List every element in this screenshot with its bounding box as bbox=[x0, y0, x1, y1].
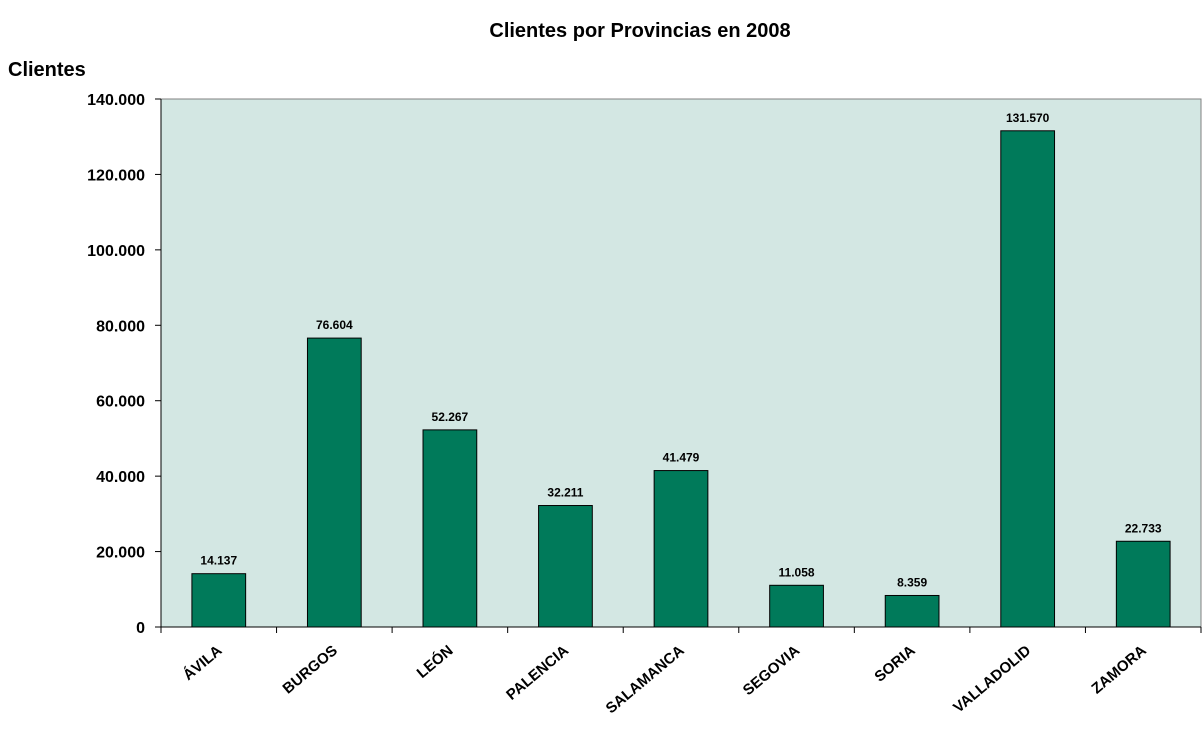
data-label: 131.570 bbox=[1006, 111, 1050, 125]
y-tick-label: 0 bbox=[136, 620, 145, 637]
axes bbox=[155, 98, 1202, 633]
y-tick-label: 80.000 bbox=[96, 318, 145, 335]
data-label: 22.733 bbox=[1125, 521, 1162, 535]
bar bbox=[191, 573, 247, 628]
y-tick-label: 40.000 bbox=[96, 469, 145, 486]
chart-title: Clientes por Provincias en 2008 bbox=[489, 20, 790, 42]
bar bbox=[1115, 540, 1171, 628]
data-label: 14.137 bbox=[200, 554, 237, 568]
bar bbox=[306, 337, 362, 628]
data-label: 76.604 bbox=[316, 318, 353, 332]
bar bbox=[1000, 130, 1056, 628]
bar bbox=[538, 505, 593, 628]
x-tick-label: BURGOS bbox=[280, 642, 341, 697]
x-tick-label: SALAMANCA bbox=[603, 642, 688, 717]
data-label: 52.267 bbox=[432, 410, 469, 424]
y-tick-label: 120.000 bbox=[87, 167, 145, 184]
bar bbox=[653, 470, 709, 628]
x-tick-label: SORIA bbox=[871, 642, 918, 686]
x-tick-label: LEÓN bbox=[413, 641, 456, 682]
data-label: 32.211 bbox=[547, 486, 583, 500]
y-tick-label: 20.000 bbox=[96, 545, 145, 562]
y-tick-label: 140.000 bbox=[87, 92, 145, 109]
bar bbox=[422, 429, 478, 628]
bar bbox=[884, 594, 940, 628]
x-tick-label: PALENCIA bbox=[503, 642, 572, 704]
y-tick-label: 60.000 bbox=[96, 394, 145, 411]
bars bbox=[191, 130, 1171, 628]
data-label: 8.359 bbox=[897, 575, 927, 589]
data-label: 11.058 bbox=[779, 565, 815, 579]
x-tick-label: ÁVILA bbox=[180, 642, 226, 684]
x-tick-label: ZAMORA bbox=[1088, 642, 1149, 697]
x-tick-label: SEGOVIA bbox=[740, 642, 803, 699]
y-tick-label: 100.000 bbox=[87, 243, 145, 260]
x-tick-label: VALLADOLID bbox=[950, 642, 1034, 717]
data-label: 41.479 bbox=[663, 451, 700, 465]
bar bbox=[769, 584, 824, 628]
y-axis-label: Clientes bbox=[8, 59, 86, 81]
